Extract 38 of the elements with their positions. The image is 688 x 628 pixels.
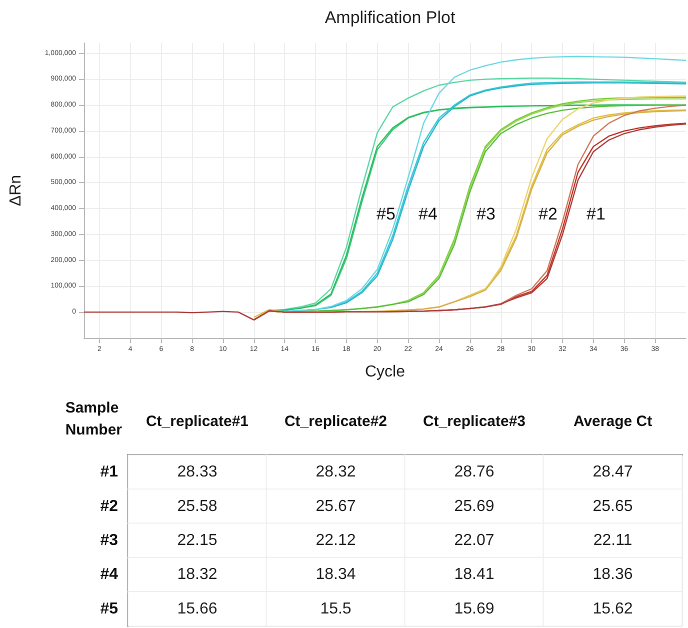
x-axis-title: Cycle <box>364 364 406 380</box>
annotation: #4 <box>418 204 438 224</box>
data-label: 15.69 <box>454 600 494 618</box>
chart-title: Amplification Plot <box>324 8 456 27</box>
y-tick-label: #1 <box>100 464 118 481</box>
y-tick-label: #3 <box>100 532 118 549</box>
data-label: 22.07 <box>454 532 494 549</box>
y-tick-label: #4 <box>100 566 118 584</box>
data-label: 22.11 <box>593 532 632 549</box>
annotation: #1 <box>586 204 606 224</box>
y-tick-label: #2 <box>100 498 118 515</box>
data-label: 25.69 <box>454 498 494 515</box>
x-tick-label: Average Ct <box>573 413 652 430</box>
data-label: 28.32 <box>316 464 356 481</box>
data-label: 15.62 <box>592 600 633 618</box>
data-label: 22.15 <box>177 532 218 549</box>
y-tick-label: #5 <box>100 600 118 618</box>
x-tick-label: Ct_replicate#3 <box>422 413 526 430</box>
x-tick-label: Ct_replicate#2 <box>284 413 388 430</box>
annotation: #2 <box>538 204 558 224</box>
x-tick-label: Ct_replicate#1 <box>146 413 249 430</box>
data-label: 28.47 <box>592 464 633 481</box>
data-label: 25.58 <box>177 498 218 515</box>
y-axis-title: Sample Number <box>65 400 122 438</box>
data-label: 18.41 <box>454 566 494 584</box>
y-axis-title: ΔRn <box>8 174 24 206</box>
data-label: 25.65 <box>592 498 633 515</box>
annotation: #3 <box>476 204 496 224</box>
data-label: 18.34 <box>316 566 356 584</box>
data-label: 15.66 <box>177 600 218 618</box>
data-label: 18.36 <box>592 566 633 584</box>
data-label: 22.12 <box>316 532 356 549</box>
data-label: 28.33 <box>177 464 218 481</box>
data-label: 18.32 <box>177 566 218 584</box>
annotation: #5 <box>376 204 396 224</box>
data-label: 28.76 <box>454 464 494 481</box>
data-label: 15.5 <box>320 600 352 618</box>
data-label: 25.67 <box>316 498 356 515</box>
